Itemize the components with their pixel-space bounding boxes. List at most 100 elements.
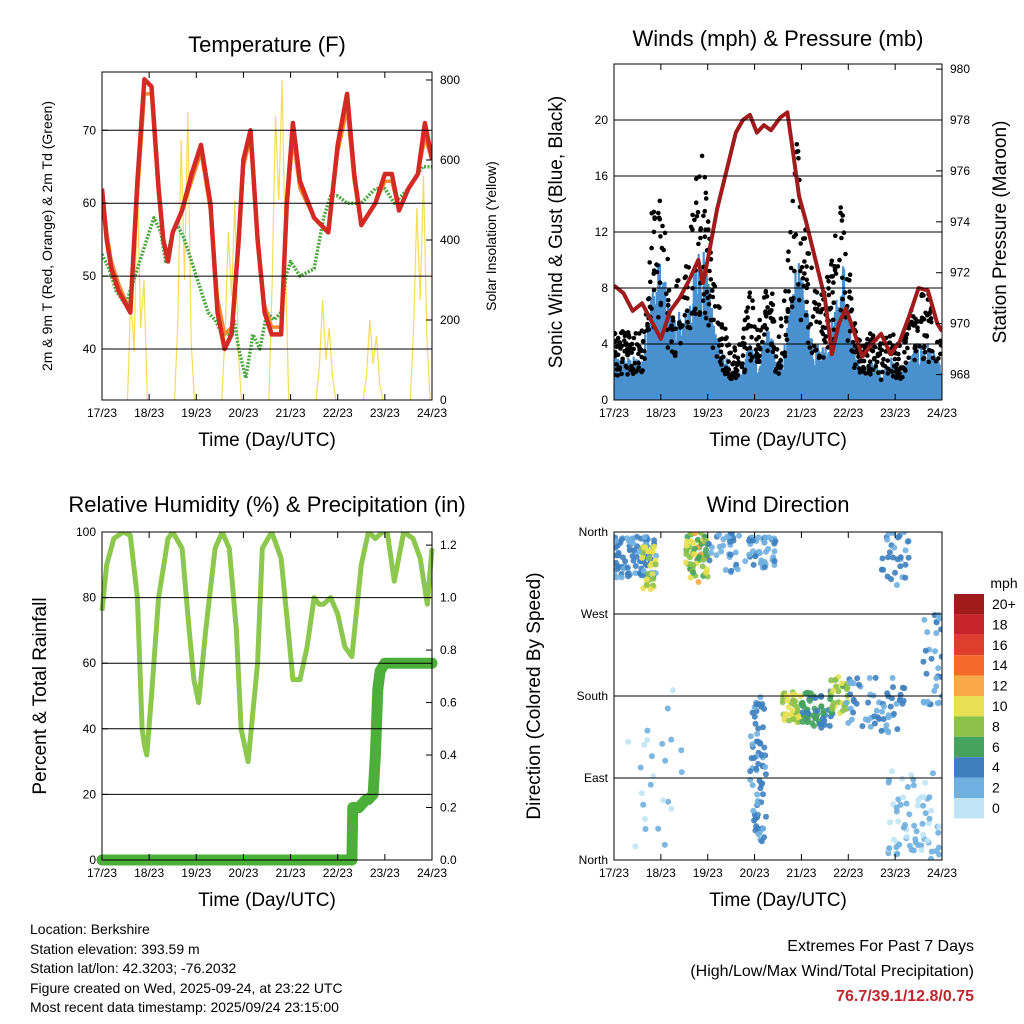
gust-point xyxy=(913,349,919,354)
direction-point xyxy=(844,684,851,691)
gust-point xyxy=(861,364,866,370)
legend-label: 20+ xyxy=(992,596,1016,612)
station-elevation: Station elevation: 393.59 m xyxy=(30,940,200,957)
gust-point xyxy=(757,317,762,323)
gust-point xyxy=(778,365,783,371)
relative-humidity-line xyxy=(99,532,435,765)
x-tick-label: 18/23 xyxy=(646,406,676,420)
legend-swatch xyxy=(954,696,984,717)
x-tick-label: 23/23 xyxy=(370,406,400,420)
x-tick-label: 23/23 xyxy=(370,866,400,880)
gust-point xyxy=(723,326,728,332)
gust-point xyxy=(776,334,782,340)
gust-point xyxy=(735,355,741,361)
direction-point xyxy=(754,791,761,798)
legend-label: 14 xyxy=(992,657,1008,673)
gust-point xyxy=(726,342,732,348)
gust-point xyxy=(885,366,891,372)
direction-point xyxy=(647,781,654,788)
gust-point xyxy=(735,373,741,378)
wind-direction-plot-area xyxy=(614,532,942,860)
direction-point xyxy=(899,775,906,782)
gust-point xyxy=(628,367,633,373)
winds-plot-area xyxy=(614,110,942,400)
direction-cluster xyxy=(878,532,912,588)
gust-point xyxy=(881,356,886,362)
x-tick-label: 24/23 xyxy=(927,406,957,420)
gust-point xyxy=(731,372,736,378)
y2-tick-label: 978 xyxy=(950,113,970,127)
gust-point xyxy=(798,241,803,246)
direction-point xyxy=(910,782,917,789)
gust-point xyxy=(697,174,702,179)
direction-point xyxy=(902,561,909,568)
gust-point xyxy=(896,374,902,380)
gust-point xyxy=(636,365,641,370)
gust-point xyxy=(717,305,722,310)
gust-point xyxy=(764,326,769,332)
gust-point xyxy=(654,269,660,275)
chart-title: Temperature (F) xyxy=(188,32,346,57)
direction-point xyxy=(782,711,789,718)
direction-point xyxy=(885,850,892,857)
gust-point xyxy=(891,332,896,338)
direction-point xyxy=(906,842,913,849)
direction-point xyxy=(804,716,811,723)
direction-point xyxy=(890,710,897,717)
gust-point xyxy=(801,283,806,289)
direction-point xyxy=(887,819,893,826)
direction-point xyxy=(930,770,936,777)
direction-point xyxy=(925,820,932,827)
station-latlon: Station lat/lon: 42.3203; -76.2032 xyxy=(30,960,237,977)
direction-point xyxy=(644,737,651,743)
x-tick-label: 17/23 xyxy=(87,406,117,420)
direction-point xyxy=(901,685,908,692)
gust-point xyxy=(741,335,746,341)
direction-cluster xyxy=(705,532,743,576)
extremes-subheading: (High/Low/Max Wind/Total Precipitation) xyxy=(690,963,974,980)
gust-point xyxy=(810,314,816,319)
y-tick-label: 0 xyxy=(601,393,608,407)
direction-point xyxy=(922,810,929,817)
direction-point xyxy=(878,566,885,573)
direction-point xyxy=(630,540,637,547)
gust-point xyxy=(772,346,777,351)
x-tick-label: 21/23 xyxy=(276,406,306,420)
direction-point xyxy=(771,558,778,564)
gust-point xyxy=(875,359,880,365)
gust-point xyxy=(624,365,630,370)
gust-point xyxy=(822,337,827,343)
gust-point xyxy=(804,264,809,269)
gust-point xyxy=(917,344,922,349)
direction-point xyxy=(742,558,749,565)
direction-point xyxy=(753,823,760,830)
plot-frame xyxy=(613,531,943,861)
gust-point xyxy=(717,359,723,364)
gust-point xyxy=(723,365,729,371)
direction-point xyxy=(762,534,769,541)
direction-point xyxy=(850,709,857,716)
gust-point xyxy=(710,288,715,293)
direction-point xyxy=(894,726,901,733)
solar-insolation-line xyxy=(409,175,431,400)
gust-point xyxy=(833,271,839,276)
gust-point xyxy=(893,369,899,375)
direction-point xyxy=(821,717,828,724)
gust-point xyxy=(847,289,852,294)
gust-point xyxy=(753,347,759,352)
direction-point xyxy=(866,675,873,681)
direction-point xyxy=(752,553,759,560)
direction-point xyxy=(843,699,850,706)
gust-point xyxy=(679,324,685,329)
gust-point xyxy=(655,263,660,268)
direction-point xyxy=(873,707,880,714)
gust-point xyxy=(783,315,789,321)
gust-point xyxy=(614,367,620,372)
gust-point xyxy=(705,227,711,233)
gust-point xyxy=(705,219,711,224)
gust-point xyxy=(830,317,836,323)
direction-point xyxy=(794,708,801,715)
gust-point xyxy=(615,335,621,341)
x-tick-label: 24/23 xyxy=(417,866,447,880)
legend-swatch xyxy=(954,757,984,778)
